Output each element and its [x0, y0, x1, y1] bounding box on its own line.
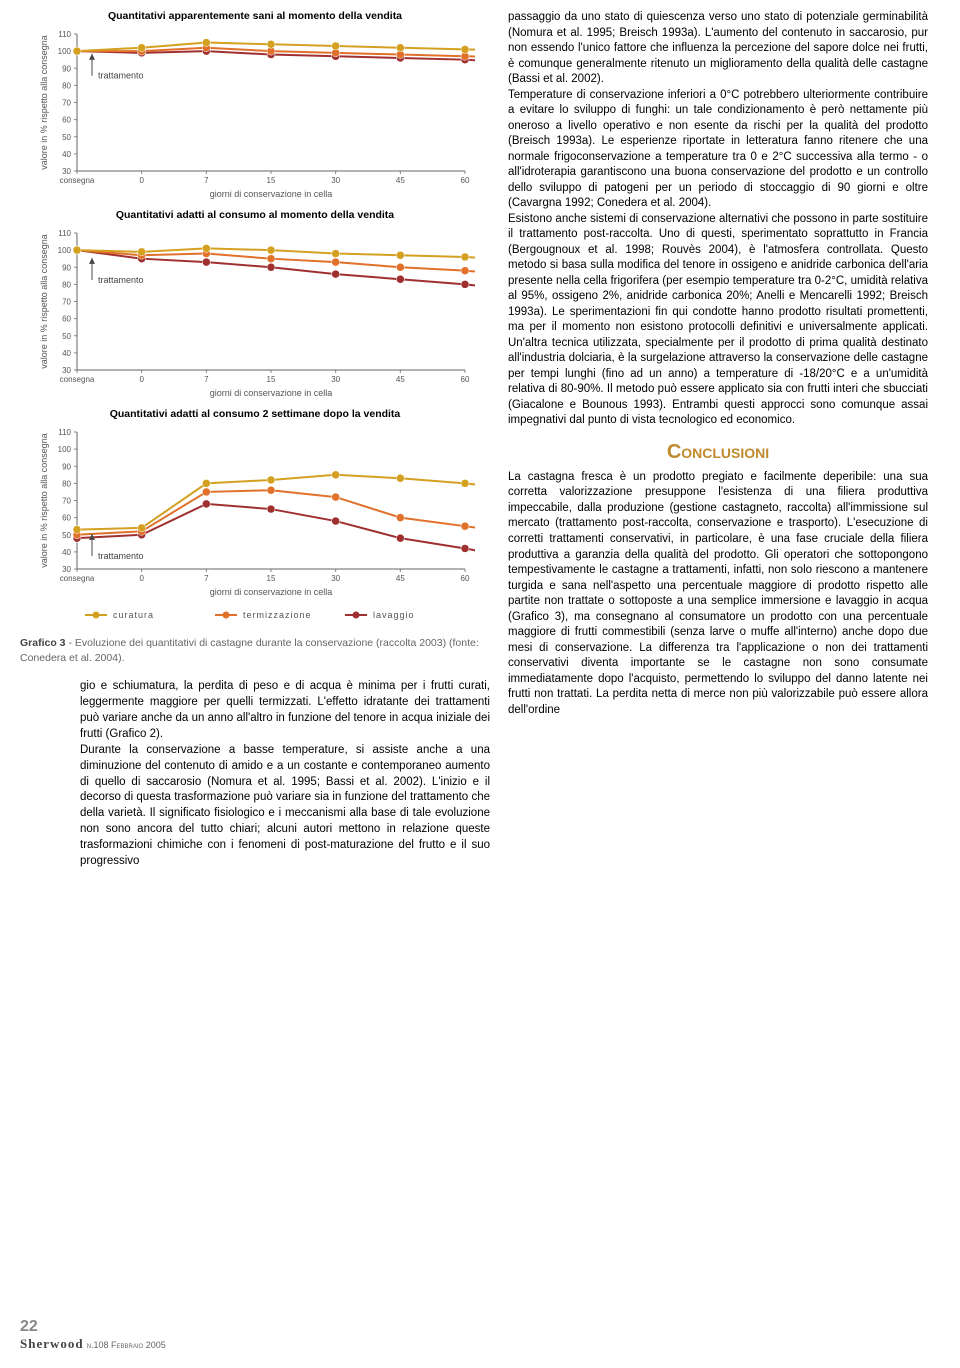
right-body-1: passaggio da uno stato di quiescenza ver… — [508, 10, 928, 429]
svg-text:80: 80 — [62, 479, 71, 488]
svg-text:45: 45 — [396, 176, 405, 185]
caption-text: - Evoluzione dei quantitativi di castagn… — [20, 637, 479, 664]
svg-text:100: 100 — [58, 246, 72, 255]
svg-text:45: 45 — [396, 574, 405, 583]
svg-text:30: 30 — [331, 375, 340, 384]
chart-3: Quantitativi adatti al consumo 2 settima… — [20, 408, 490, 599]
svg-text:30: 30 — [62, 565, 71, 574]
svg-text:termizzazione: termizzazione — [243, 610, 312, 620]
page-footer: 22 Sherwood n.108 Febbraio 2005 — [20, 1318, 166, 1352]
section-title-conclusioni: Conclusioni — [508, 439, 928, 466]
svg-text:7: 7 — [204, 176, 209, 185]
left-column: Quantitativi apparentemente sani al mome… — [20, 10, 490, 870]
svg-text:70: 70 — [62, 99, 71, 108]
svg-text:7: 7 — [204, 574, 209, 583]
svg-text:80: 80 — [62, 280, 71, 289]
svg-text:60: 60 — [62, 514, 71, 523]
svg-text:100: 100 — [58, 47, 72, 56]
figure-caption: Grafico 3 - Evoluzione dei quantitativi … — [20, 636, 490, 665]
svg-text:60: 60 — [461, 176, 470, 185]
svg-text:70: 70 — [62, 497, 71, 506]
chart-2-title: Quantitativi adatti al consumo al moment… — [20, 209, 490, 221]
chart-2: Quantitativi adatti al consumo al moment… — [20, 209, 490, 400]
svg-text:90: 90 — [62, 64, 71, 73]
svg-text:valore in % rispetto alla cons: valore in % rispetto alla consegna — [39, 35, 49, 170]
svg-text:90: 90 — [62, 462, 71, 471]
svg-text:110: 110 — [58, 428, 71, 437]
chart-3-title: Quantitativi adatti al consumo 2 settima… — [20, 408, 490, 420]
svg-text:trattamento: trattamento — [98, 275, 144, 285]
svg-text:giorni di conservazione in cel: giorni di conservazione in cella — [210, 388, 333, 398]
caption-label: Grafico 3 — [20, 637, 66, 649]
svg-text:valore in % rispetto alla cons: valore in % rispetto alla consegna — [39, 433, 49, 568]
svg-text:15: 15 — [267, 574, 276, 583]
svg-text:60: 60 — [62, 315, 71, 324]
svg-text:30: 30 — [62, 366, 71, 375]
right-column: passaggio da uno stato di quiescenza ver… — [508, 10, 928, 870]
svg-text:consegna: consegna — [60, 176, 95, 185]
svg-text:50: 50 — [62, 332, 71, 341]
chart-1-title: Quantitativi apparentemente sani al mome… — [20, 10, 490, 22]
page-number: 22 — [20, 1318, 166, 1336]
svg-text:90: 90 — [62, 263, 71, 272]
svg-text:curatura: curatura — [113, 610, 154, 620]
svg-text:30: 30 — [331, 176, 340, 185]
svg-text:60: 60 — [62, 116, 71, 125]
chart-1-svg: 30 40 50 60 70 80 90 100 110 consegna 0 7 15 30 45 60 va… — [35, 26, 475, 201]
svg-text:100: 100 — [58, 445, 72, 454]
svg-text:valore in % rispetto alla cons: valore in % rispetto alla consegna — [39, 234, 49, 369]
svg-text:60: 60 — [461, 375, 470, 384]
svg-text:50: 50 — [62, 531, 71, 540]
svg-text:lavaggio: lavaggio — [373, 610, 415, 620]
svg-text:110: 110 — [58, 30, 71, 39]
svg-text:15: 15 — [267, 176, 276, 185]
chart-legend: curatura termizzazione lavaggio — [20, 607, 490, 626]
svg-text:0: 0 — [139, 176, 144, 185]
svg-text:15: 15 — [267, 375, 276, 384]
svg-text:80: 80 — [62, 81, 71, 90]
right-body-2: La castagna fresca è un prodotto pregiat… — [508, 470, 928, 718]
svg-text:consegna: consegna — [60, 375, 95, 384]
svg-text:40: 40 — [62, 349, 71, 358]
svg-text:trattamento: trattamento — [98, 71, 144, 81]
chart-1: Quantitativi apparentemente sani al mome… — [20, 10, 490, 201]
svg-text:110: 110 — [58, 229, 71, 238]
left-body-text: gio e schiumatura, la perdita di peso e … — [20, 679, 490, 869]
svg-text:40: 40 — [62, 548, 71, 557]
svg-text:consegna: consegna — [60, 574, 95, 583]
chart-2-svg: 30 40 50 60 70 80 90 100 110 consegna 0 7 15 30 45 60 va… — [35, 225, 475, 400]
svg-text:45: 45 — [396, 375, 405, 384]
svg-text:70: 70 — [62, 298, 71, 307]
svg-text:0: 0 — [139, 574, 144, 583]
svg-text:30: 30 — [62, 167, 71, 176]
chart-3-svg: 30 40 50 60 70 80 90 100 110 consegna 0 7 15 30 45 60 va… — [35, 424, 475, 599]
svg-text:trattamento: trattamento — [98, 551, 144, 561]
svg-text:60: 60 — [461, 574, 470, 583]
svg-text:7: 7 — [204, 375, 209, 384]
svg-text:50: 50 — [62, 133, 71, 142]
issue-info: n.108 Febbraio 2005 — [87, 1340, 166, 1350]
svg-text:30: 30 — [331, 574, 340, 583]
svg-text:0: 0 — [139, 375, 144, 384]
svg-text:giorni di conservazione in cel: giorni di conservazione in cella — [210, 587, 333, 597]
journal-name: Sherwood — [20, 1336, 84, 1351]
svg-text:40: 40 — [62, 150, 71, 159]
svg-text:giorni di conservazione in cel: giorni di conservazione in cella — [210, 189, 333, 199]
